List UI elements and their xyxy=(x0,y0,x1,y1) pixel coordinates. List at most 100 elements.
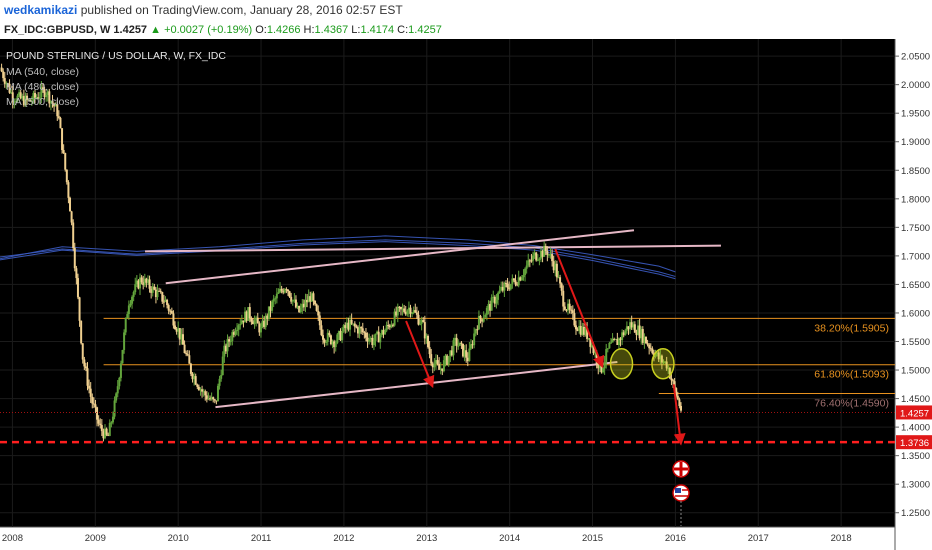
candle-body xyxy=(229,341,232,343)
candle-body xyxy=(228,339,231,342)
candle-body xyxy=(6,83,9,85)
time-axis[interactable]: 2008 2009 2010 2011 2012 2013 2014 2015 2016 2017… xyxy=(2,533,852,544)
candle-body xyxy=(441,368,444,372)
candle-body xyxy=(317,310,320,316)
candle-body xyxy=(153,286,156,290)
candle-body xyxy=(110,422,113,424)
candle-body xyxy=(559,277,562,284)
candle-body xyxy=(309,296,312,302)
candle-body xyxy=(434,360,437,364)
candle-body xyxy=(29,99,32,102)
candle-body xyxy=(84,366,87,369)
candle-body xyxy=(449,350,452,357)
candle-body xyxy=(438,363,441,370)
candle-body xyxy=(14,101,17,103)
candle-body xyxy=(388,325,391,328)
candle-body xyxy=(349,319,352,330)
candle-body xyxy=(637,325,640,335)
y-tick-label: 1.3500 xyxy=(901,451,930,462)
us-flag-icon[interactable] xyxy=(672,484,690,502)
candle-body xyxy=(148,279,151,289)
price-axis[interactable]: 2.0500 2.0000 1.9500 1.9000 1.8500 1.8000 1.75… xyxy=(895,52,930,520)
candle-body xyxy=(527,260,530,266)
moving-averages xyxy=(0,235,676,280)
candle-body xyxy=(484,314,487,318)
candle-body xyxy=(156,290,159,298)
candle-body xyxy=(355,326,358,328)
candle-body xyxy=(427,335,430,348)
candle-body xyxy=(239,323,242,326)
candle-body xyxy=(328,332,331,336)
candle-body xyxy=(279,288,282,293)
symbol-label: FX_IDC:GBPUSD, W xyxy=(4,24,111,36)
candle-body xyxy=(99,423,102,426)
x-tick-label: 2010 xyxy=(168,533,189,544)
candle-body xyxy=(212,397,215,400)
candle-body xyxy=(512,278,515,281)
candle-body xyxy=(622,332,625,336)
candle-body xyxy=(11,92,14,102)
candle-body xyxy=(13,101,16,103)
candle-body xyxy=(221,356,224,376)
candle-body xyxy=(436,360,439,364)
candle-body xyxy=(422,320,425,323)
candle-body xyxy=(543,246,546,257)
author-link[interactable]: wedkamikazi xyxy=(4,3,78,17)
candle-body xyxy=(587,338,590,340)
candle-body xyxy=(433,363,436,368)
candle-body xyxy=(132,292,135,297)
candle-body xyxy=(379,335,382,343)
highlight-circle xyxy=(651,348,675,380)
candle-body xyxy=(263,320,266,328)
y-tick-label: 2.0000 xyxy=(901,80,930,91)
candle-body xyxy=(310,293,313,302)
candle-body xyxy=(16,95,19,102)
candle-body xyxy=(353,323,356,327)
y-tick-label: 1.8500 xyxy=(901,166,930,177)
fib-levels: 38.20%(1.5905) 61.80%(1.5093) 76.40%(1.459… xyxy=(103,317,895,409)
candle-body xyxy=(423,322,426,339)
candle-body xyxy=(248,307,251,319)
candle-body xyxy=(522,275,525,278)
candle-body xyxy=(431,363,434,368)
last-price: 1.4257 xyxy=(113,24,148,36)
highlight-circle xyxy=(609,348,634,380)
candle-body xyxy=(554,263,557,271)
candle-body xyxy=(108,422,111,436)
candle-body xyxy=(619,338,622,341)
candle-body xyxy=(135,280,138,285)
candle-body xyxy=(420,320,423,324)
y-tick-label: 1.7500 xyxy=(901,223,930,234)
price-axis-background xyxy=(895,39,932,550)
candle-body xyxy=(455,337,458,346)
candle-body xyxy=(417,314,420,325)
candle-body xyxy=(185,353,188,355)
candle-body xyxy=(471,344,474,346)
candle-body xyxy=(511,278,514,284)
candle-body xyxy=(452,340,455,356)
candle-body xyxy=(376,331,379,334)
candle-body xyxy=(167,305,170,311)
candle-body xyxy=(479,315,482,320)
candle-body xyxy=(501,286,504,291)
candle-body xyxy=(37,97,40,99)
candle-body xyxy=(296,305,299,308)
candle-body xyxy=(191,373,194,380)
candle-body xyxy=(43,89,46,98)
candle-body xyxy=(366,337,369,342)
candle-body xyxy=(32,93,35,101)
candle-body xyxy=(194,376,197,385)
candle-body xyxy=(387,324,390,326)
candle-body xyxy=(509,283,512,290)
candle-body xyxy=(250,318,253,322)
fib-label: 61.80%(1.5093) xyxy=(814,369,889,381)
x-tick-label: 2008 xyxy=(2,533,23,544)
price-chart[interactable]: 38.20%(1.5905) 61.80%(1.5093) 76.40%(1.459… xyxy=(0,39,932,550)
candle-body xyxy=(439,368,442,370)
last-price-tag xyxy=(896,405,932,420)
candle-body xyxy=(581,326,584,335)
candle-body xyxy=(237,325,240,330)
candle-body xyxy=(245,311,248,321)
candle-body xyxy=(86,368,89,386)
uk-flag-icon[interactable] xyxy=(672,460,690,478)
